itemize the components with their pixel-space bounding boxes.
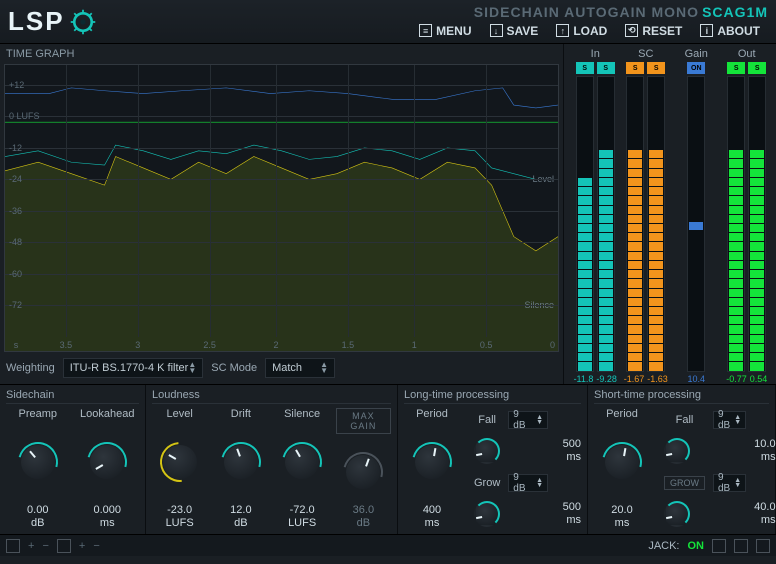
footer: + − + − JACK: ON [0,534,776,556]
jack-state: ON [688,540,705,552]
brand-text: LSP [8,6,65,37]
panel-short-time processing: Short-time processing Period 20.0ms Fall… [588,385,776,534]
meter-col-sc: SC SS -1.67-1.63 [623,48,670,384]
meter-value: 0.54 [750,374,768,384]
meter-label: In [591,48,600,60]
meter-chip[interactable]: S [748,62,766,74]
footer-plus-icon[interactable]: + [79,540,85,552]
meter-chip[interactable]: S [626,62,644,74]
panel-long-time processing: Long-time processing Period 400ms Fall9 … [398,385,588,534]
expand-icon[interactable] [756,539,770,553]
meter-value: -0.77 [726,374,747,384]
weighting-label: Weighting [6,362,55,374]
graph-title: TIME GRAPH [0,44,563,64]
grow-button[interactable]: GROW [664,476,705,490]
meter-col-out: Out SS -0.770.54 [724,48,771,384]
reset-button[interactable]: ⟲RESET [617,22,690,40]
knob-dial[interactable] [605,445,639,479]
meter-value: 10.4 [687,374,705,384]
titlebar: LSP SIDECHAIN AUTOGAIN MONO SCAG1M ≡MENU… [0,0,776,44]
footer-minus-icon[interactable]: − [42,540,48,552]
menu-button[interactable]: ≡MENU [411,22,479,40]
footer-plus-icon[interactable]: + [28,540,34,552]
knob-dial[interactable] [285,445,319,479]
panel-sidechain: Sidechain Preamp 0.00dB Lookahead 0.000m… [0,385,146,534]
spin-input[interactable]: 9 dB▲▼ [508,411,548,429]
gear-icon [69,8,97,36]
time-graph-pane: TIME GRAPH Level Silence +120 LUFS-12-24… [0,44,564,384]
knob-dial[interactable] [163,445,197,479]
small-knob[interactable] [664,438,690,464]
meter-value: -9.28 [596,374,617,384]
meter-chip[interactable]: S [727,62,745,74]
meter-bar [748,76,766,372]
meter-col-gain: Gain ON 10.4 [673,48,720,384]
brand-logo: LSP [8,6,97,37]
small-knob[interactable] [474,501,500,527]
meter-chip[interactable]: S [576,62,594,74]
knob-dial[interactable] [224,445,258,479]
meter-value: -1.67 [624,374,645,384]
meter-bar [687,76,705,372]
panels-row: Sidechain Preamp 0.00dB Lookahead 0.000m… [0,384,776,534]
meter-value: -11.8 [574,374,594,384]
meter-chip[interactable]: S [647,62,665,74]
meter-label: SC [638,48,653,60]
knob-dial[interactable] [90,445,124,479]
footer-icon[interactable] [6,539,20,553]
knob-dial[interactable] [21,445,55,479]
menu-row: ≡MENU ↓SAVE ↑LOAD ⟲RESET iABOUT [411,22,768,40]
help-icon[interactable] [712,539,726,553]
spin-input[interactable]: 9 dB▲▼ [508,474,548,492]
knob-drift: Drift 12.0dB [213,408,268,530]
plugin-title: SIDECHAIN AUTOGAIN MONO SCAG1M [474,4,768,20]
knob-dial[interactable] [346,455,380,489]
maxgain-button[interactable]: MAX GAIN [336,408,391,434]
panel-loudness: Loudness Level -23.0LUFS Drift 12.0dB Si… [146,385,398,534]
settings-icon[interactable] [734,539,748,553]
jack-label: JACK: [648,540,679,552]
meter-chip[interactable]: S [597,62,615,74]
meter-value: -1.63 [647,374,668,384]
meter-label: Out [738,48,756,60]
meter-bar [576,76,594,372]
knob-period: Period 20.0ms [594,408,650,530]
meters-pane: InSS-11.8-9.28SCSS-1.67-1.63GainON10.4Ou… [564,44,776,384]
save-button[interactable]: ↓SAVE [482,22,547,40]
load-button[interactable]: ↑LOAD [548,22,615,40]
footer-icon[interactable] [57,539,71,553]
weighting-select[interactable]: ITU-R BS.1770-4 K filter▲▼ [63,358,204,378]
spin-input[interactable]: 9 dB▲▼ [713,411,746,429]
meter-bar [626,76,644,372]
scmode-label: SC Mode [211,362,257,374]
time-graph[interactable]: Level Silence +120 LUFS-12-24-36-48-60-7… [4,64,559,352]
small-knob[interactable] [474,438,500,464]
small-knob[interactable] [664,501,690,527]
meter-chip[interactable]: ON [687,62,705,74]
meter-bar [727,76,745,372]
knob-preamp: Preamp 0.00dB [6,408,70,530]
knob-lookahead: Lookahead 0.000ms [76,408,140,530]
meter-label: Gain [685,48,708,60]
knob-level: Level -23.0LUFS [152,408,207,530]
meter-bar [597,76,615,372]
knob-period: Period 400ms [404,408,460,530]
footer-minus-icon[interactable]: − [93,540,99,552]
spin-input[interactable]: 9 dB▲▼ [713,474,746,492]
meter-col-in: In SS -11.8-9.28 [572,48,619,384]
knob-maxgain: MAX GAIN 36.0dB [336,408,391,530]
meter-bar [647,76,665,372]
scmode-select[interactable]: Match▲▼ [265,358,335,378]
graph-controls: Weighting ITU-R BS.1770-4 K filter▲▼ SC … [0,352,563,384]
knob-dial[interactable] [415,445,449,479]
about-button[interactable]: iABOUT [692,22,768,40]
knob-silence: Silence -72.0LUFS [275,408,330,530]
